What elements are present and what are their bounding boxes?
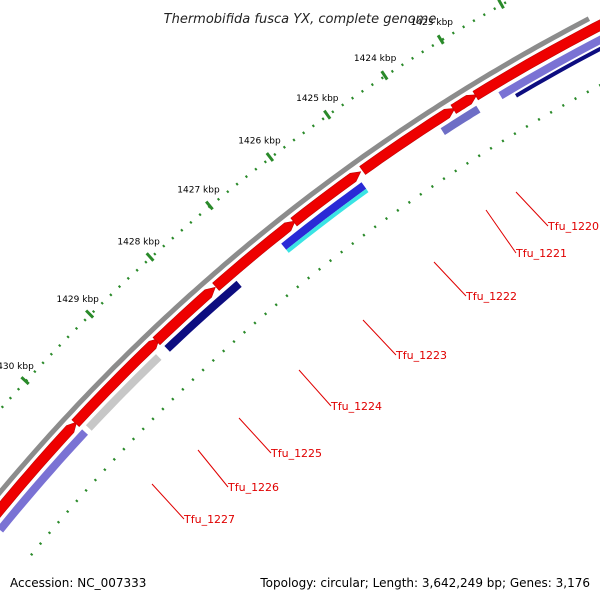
forward-gene-arrow	[472, 19, 600, 101]
genome-stats-text: Topology: circular; Length: 3,642,249 bp…	[260, 576, 590, 590]
kbp-tick-mark	[20, 376, 30, 386]
genome-backbone	[0, 16, 591, 497]
gene-leader-line	[197, 449, 229, 488]
gene-label: Tfu_1225	[270, 447, 322, 460]
kbp-tick-mark	[205, 200, 214, 211]
kbp-label: 1426 kbp	[238, 137, 281, 147]
kbp-label: 1425 kbp	[296, 94, 339, 104]
gene-leader-line	[433, 261, 467, 297]
gene-leader-line	[151, 483, 185, 520]
gene-label: Tfu_1224	[330, 400, 382, 413]
forward-gene-arrow	[71, 337, 160, 428]
kbp-tick-mark	[436, 34, 445, 45]
gene-leader-line	[515, 191, 549, 227]
feature-layer	[0, 19, 600, 533]
reverse-gene-band	[286, 188, 369, 253]
inner-tick-ring	[30, 83, 600, 556]
kbp-label: 1429 kbp	[56, 295, 99, 305]
accession-text: Accession: NC_007333	[10, 576, 147, 590]
gene-leader-line	[238, 417, 272, 454]
forward-gene-arrow	[290, 171, 362, 227]
gene-label: Tfu_1223	[395, 349, 447, 362]
gene-leader-line	[485, 209, 517, 254]
kbp-label: 1423 kbp	[411, 18, 454, 28]
kbp-label: 1424 kbp	[354, 54, 397, 64]
gene-label: Tfu_1226	[227, 481, 279, 494]
map-title: Thermobifida fusca YX, complete genome	[164, 12, 437, 27]
reverse-gene-band	[498, 35, 600, 100]
kbp-tick-mark	[85, 309, 95, 319]
kbp-label: 1430 kbp	[0, 362, 34, 372]
forward-gene-arrow	[212, 220, 296, 291]
gene-leader-line	[362, 319, 397, 356]
kbp-tick-mark	[265, 152, 275, 162]
forward-gene-arrow	[359, 108, 456, 175]
reverse-gene-band	[440, 105, 481, 135]
forward-gene-arrow	[450, 94, 478, 114]
reverse-gene-band	[0, 429, 88, 533]
label-layer: Tfu_1220 Tfu_1221 Tfu_1222 Tfu_1223 Tfu_1224…	[151, 191, 599, 526]
forward-gene-arrow	[152, 286, 216, 346]
kbp-tick-mark	[323, 109, 332, 120]
reverse-gene-band	[164, 280, 242, 352]
forward-gene-arrow	[0, 421, 78, 518]
gene-leader-line	[298, 369, 332, 407]
reverse-gene-band	[515, 46, 600, 98]
kbp-tick-mark	[380, 70, 389, 81]
kbp-tick-mark	[497, 0, 505, 10]
gene-label: Tfu_1222	[465, 290, 517, 303]
kbp-label: 1427 kbp	[177, 185, 220, 195]
kbp-tick-mark	[145, 252, 155, 262]
gene-label: Tfu_1220	[547, 220, 599, 233]
gene-label: Tfu_1227	[183, 513, 235, 526]
gene-label: Tfu_1221	[515, 247, 567, 260]
kbp-label: 1428 kbp	[117, 237, 160, 247]
reverse-gene-band	[85, 354, 162, 431]
reverse-gene-band	[281, 182, 367, 250]
